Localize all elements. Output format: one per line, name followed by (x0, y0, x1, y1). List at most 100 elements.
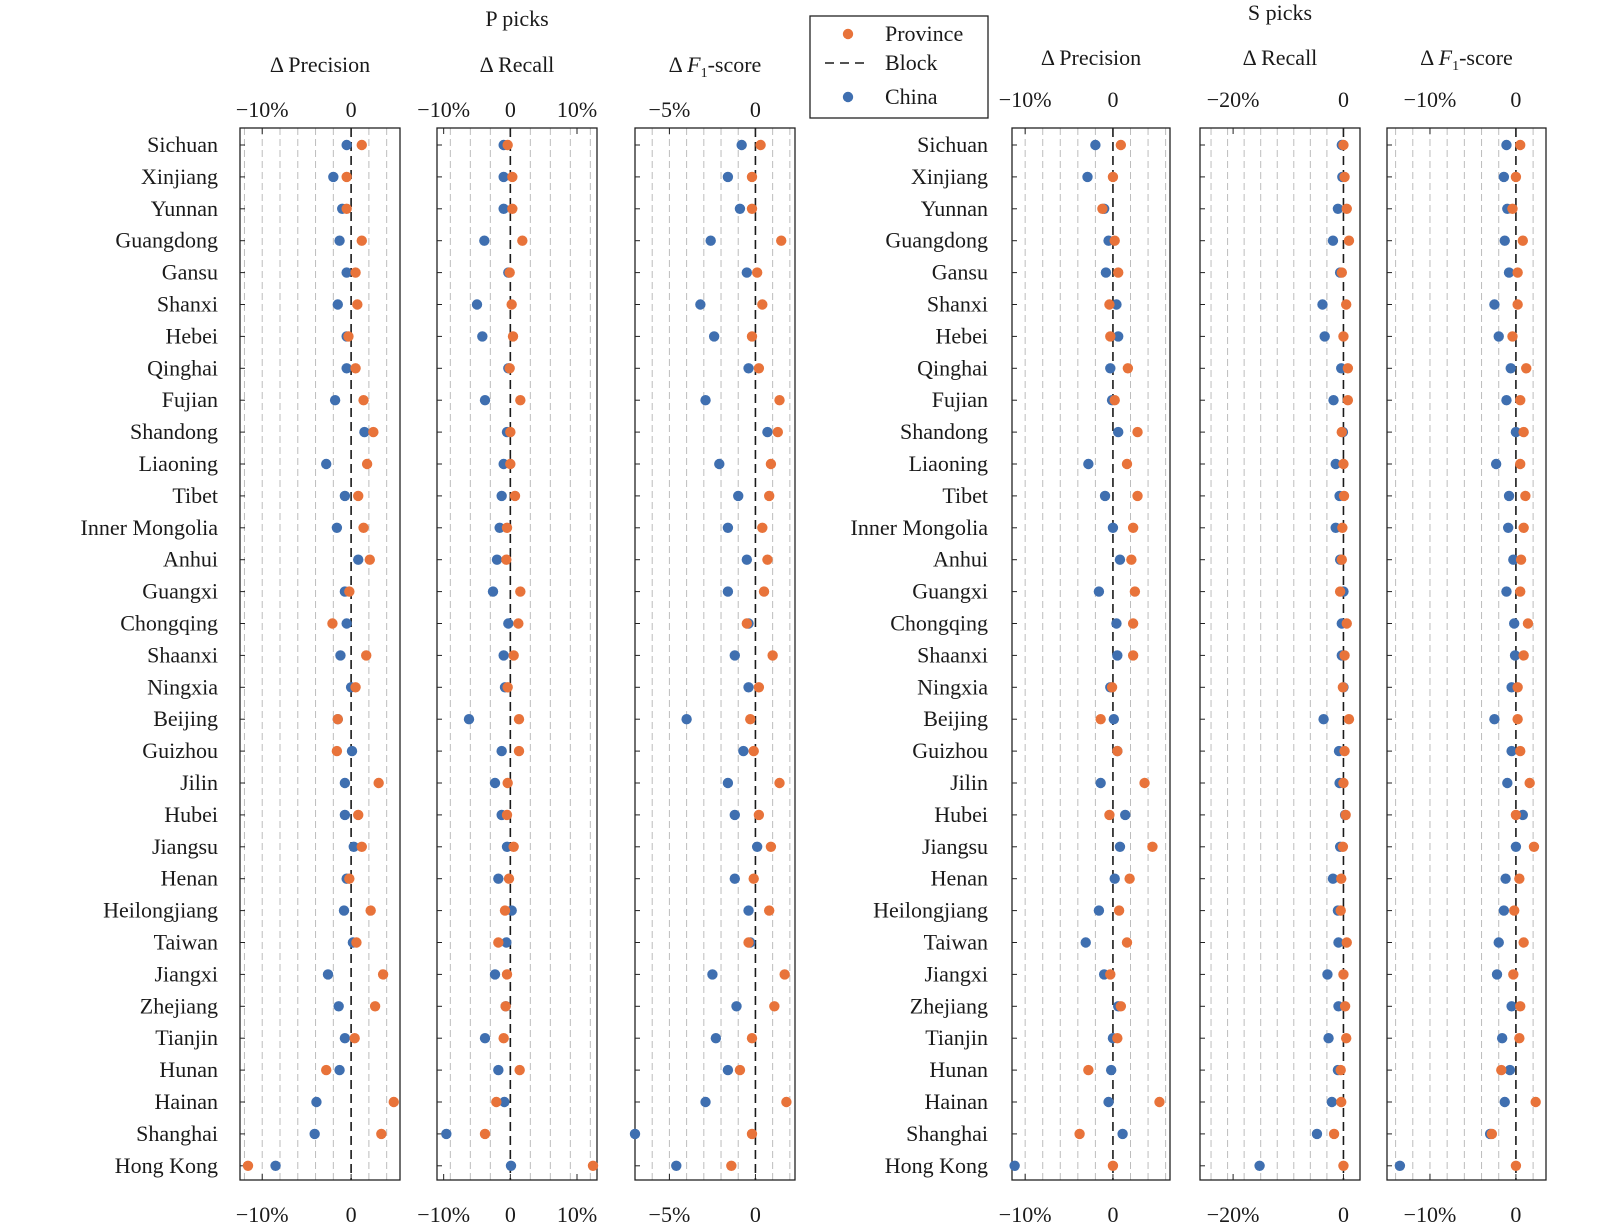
china-point (333, 1001, 344, 1012)
province-point (753, 682, 765, 693)
province-point (361, 458, 373, 470)
panel-frame (436, 127, 598, 1181)
panel-title: Δ F1-score (1420, 45, 1513, 74)
x-tick-label-bottom: 0 (505, 1202, 516, 1224)
province-point (1115, 1001, 1127, 1012)
x-tick-label-bottom: −10% (1404, 1202, 1457, 1224)
province-point (1104, 299, 1115, 310)
china-point (743, 905, 754, 916)
china-point (1318, 714, 1329, 725)
row-label: Yunnan (921, 196, 988, 221)
china-point (334, 1064, 345, 1076)
province-point (776, 235, 787, 246)
row-label: Ningxia (147, 674, 218, 699)
province-point (1336, 873, 1347, 884)
province-point (1515, 586, 1526, 597)
province-point (1095, 714, 1106, 725)
province-point (1341, 299, 1352, 310)
province-point (1336, 426, 1347, 438)
province-point (1341, 203, 1352, 214)
row-label: Liaoning (139, 451, 218, 476)
province-point (1115, 139, 1127, 151)
province-point (1510, 171, 1522, 183)
china-point (496, 490, 507, 502)
province-point (1340, 809, 1351, 821)
province-point (1341, 1033, 1352, 1044)
china-point (671, 1160, 682, 1172)
china-point (505, 1160, 517, 1172)
china-point (695, 299, 706, 310)
china-point (479, 235, 490, 246)
province-point (753, 363, 765, 374)
province-point (343, 331, 354, 342)
province-point (503, 873, 515, 884)
china-point (1111, 618, 1122, 629)
province-point (1515, 1001, 1526, 1012)
china-point (335, 650, 346, 661)
china-point (1499, 1096, 1510, 1108)
province-point (1139, 777, 1150, 789)
province-point (746, 171, 758, 183)
province-point (1335, 1064, 1346, 1076)
province-point (1336, 1096, 1347, 1108)
province-point (1338, 139, 1349, 151)
row-label: Shanghai (906, 1121, 988, 1146)
china-point (499, 1096, 510, 1108)
province-point (1339, 745, 1350, 757)
province-point (1336, 554, 1347, 565)
china-point (729, 809, 740, 821)
province-point (1341, 618, 1352, 629)
x-tick-label-bottom: 0 (1107, 1202, 1118, 1224)
province-point (368, 426, 379, 438)
row-label: Hebei (935, 323, 988, 348)
row-label: Taiwan (154, 930, 218, 955)
china-point (1100, 267, 1112, 278)
row-label: Jiangsu (152, 834, 218, 859)
row-label: Fujian (162, 387, 218, 412)
province-point (513, 618, 524, 629)
china-point (1501, 586, 1512, 597)
china-point (1083, 458, 1094, 470)
row-label: Inner Mongolia (851, 515, 989, 540)
china-point (1117, 1128, 1128, 1140)
province-point (361, 650, 372, 661)
panel-0-0: Δ Precision −10% −10% 0 0 (236, 52, 401, 1224)
china-point (1326, 1096, 1338, 1108)
province-point (1154, 1096, 1165, 1108)
province-point (1132, 490, 1143, 502)
china-point (1120, 809, 1131, 821)
province-point (1512, 267, 1523, 278)
province-point (1127, 650, 1139, 661)
row-label: Hunan (159, 1057, 218, 1082)
row-label: Heilongjiang (873, 898, 988, 923)
province-point (1339, 171, 1350, 183)
row-label: Shaanxi (917, 642, 988, 667)
china-point (341, 267, 352, 278)
province-point (1083, 1064, 1094, 1076)
china-point (708, 331, 720, 342)
province-point (587, 1160, 599, 1172)
province-point (352, 299, 363, 310)
province-point (506, 299, 517, 310)
province-point (1147, 841, 1158, 852)
row-label: Liaoning (909, 451, 988, 476)
row-label: Hong Kong (115, 1153, 218, 1178)
legend: Province Block China (809, 15, 989, 119)
china-point (700, 395, 711, 406)
china-point (338, 905, 350, 916)
row-label: Jiangxi (924, 961, 988, 986)
china-point (738, 745, 749, 757)
x-tick-label-bottom: 0 (1338, 1202, 1349, 1224)
province-point (499, 905, 511, 916)
china-point (494, 522, 505, 533)
china-point (270, 1160, 281, 1172)
china-point (341, 363, 352, 374)
x-tick-label-bottom: 10% (557, 1202, 597, 1224)
china-point (1509, 650, 1521, 661)
x-tick-label-top: 0 (505, 97, 516, 122)
province-point (734, 1064, 746, 1076)
china-point (1506, 745, 1517, 757)
province-point (769, 1001, 780, 1012)
china-point (331, 522, 343, 533)
row-label: Jiangxi (154, 961, 218, 986)
